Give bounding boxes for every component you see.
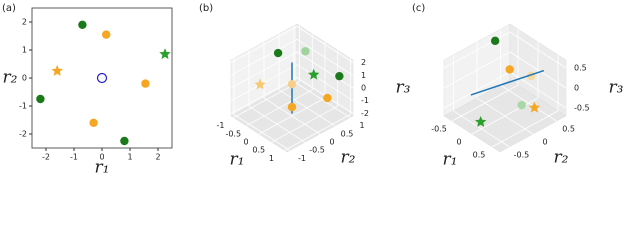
grid-line — [233, 25, 300, 118]
x-tick-label: 0 — [243, 138, 248, 147]
grid-line — [443, 31, 567, 69]
x-tick-label: -2 — [42, 153, 50, 162]
y-tick-label: -1 — [298, 154, 306, 163]
point — [287, 102, 297, 112]
grid-line — [452, 54, 510, 148]
grid-line — [471, 42, 539, 135]
grid-line — [476, 42, 534, 135]
grid-line — [233, 58, 291, 151]
star-point — [51, 65, 63, 76]
point — [102, 30, 111, 39]
y-tick-label: -1 — [19, 102, 27, 111]
y-axis-label: r₂ — [3, 68, 18, 88]
x-tick-label: -0.5 — [225, 129, 241, 138]
y-tick-label: -0.5 — [309, 146, 325, 155]
x-tick-label: 0.5 — [473, 150, 486, 159]
x-tick-label: 0 — [99, 153, 104, 162]
grid-line — [263, 42, 321, 135]
star-point — [254, 78, 266, 90]
y-axis-label: r₂ — [554, 148, 569, 168]
plot-frame — [31, 7, 173, 149]
grid-line — [443, 51, 567, 89]
grid-line — [451, 29, 519, 122]
x-tick-label: -0.5 — [431, 125, 447, 134]
line — [470, 69, 545, 96]
z-axis-label: r₃ — [609, 78, 624, 98]
z-tick-label: -1 — [361, 96, 369, 105]
x-tick-label: 2 — [155, 153, 160, 162]
grid-line — [230, 77, 354, 114]
z-tick-label: -0.5 — [574, 104, 590, 113]
star-point — [308, 68, 320, 80]
y-tick-label: 0.5 — [562, 125, 575, 134]
panel-label: (c) — [412, 3, 425, 14]
grid-line — [248, 50, 306, 143]
point — [36, 94, 45, 104]
point — [505, 65, 514, 74]
point — [490, 36, 500, 46]
open-point — [96, 72, 108, 84]
y-tick-label: 0.5 — [341, 129, 354, 138]
z-tick-label: 2 — [361, 58, 366, 67]
point — [273, 48, 283, 58]
grid-line — [246, 33, 313, 127]
grid-line — [271, 50, 339, 143]
point — [141, 79, 150, 88]
star-point — [528, 101, 541, 113]
point — [517, 100, 526, 110]
x-axis-label: r₁ — [230, 150, 245, 170]
y-tick-label: 0 — [542, 138, 547, 147]
y-tick-label: 1 — [22, 46, 27, 55]
y-axis-label: r₂ — [341, 148, 356, 168]
x-tick-label: 1 — [127, 153, 132, 162]
star-point — [475, 116, 487, 127]
x-axis-label: r₁ — [95, 158, 110, 178]
grid-line — [230, 64, 354, 102]
z-tick-label: 0 — [574, 84, 579, 93]
z-axis-label: r₃ — [396, 78, 411, 98]
x-tick-label: -1 — [70, 153, 78, 162]
grid-line — [491, 54, 559, 148]
point — [287, 79, 297, 89]
x-tick-label: 0 — [456, 138, 461, 147]
z-tick-label: 1 — [361, 71, 366, 80]
z-tick-label: 0.5 — [574, 64, 587, 73]
grid-line — [230, 26, 354, 63]
point — [78, 20, 87, 29]
point — [301, 47, 310, 56]
y-tick-label: -2 — [19, 130, 27, 139]
x-tick-label: 0.5 — [252, 146, 265, 155]
y-tick-label: -0.5 — [514, 150, 530, 159]
y-tick-label: 2 — [22, 18, 27, 27]
grid-line — [284, 58, 351, 151]
grid-line — [230, 38, 354, 76]
y-tick-label: 0 — [329, 138, 334, 147]
y-tick-label: 0 — [22, 74, 27, 83]
point — [89, 118, 98, 128]
panel-label: (b) — [199, 3, 213, 14]
point — [323, 93, 332, 103]
z-tick-label: -2 — [361, 109, 369, 118]
point — [120, 136, 129, 146]
x-tick-label: 1 — [269, 154, 274, 163]
star-point — [159, 48, 171, 60]
x-axis-label: r₁ — [443, 150, 458, 170]
point — [335, 71, 344, 81]
x-tick-label: -1 — [217, 121, 225, 130]
z-tick-label: 0 — [361, 84, 366, 93]
panel-label: (a) — [2, 3, 16, 14]
grid-line — [230, 51, 354, 89]
y-tick-label: 1 — [359, 121, 364, 130]
